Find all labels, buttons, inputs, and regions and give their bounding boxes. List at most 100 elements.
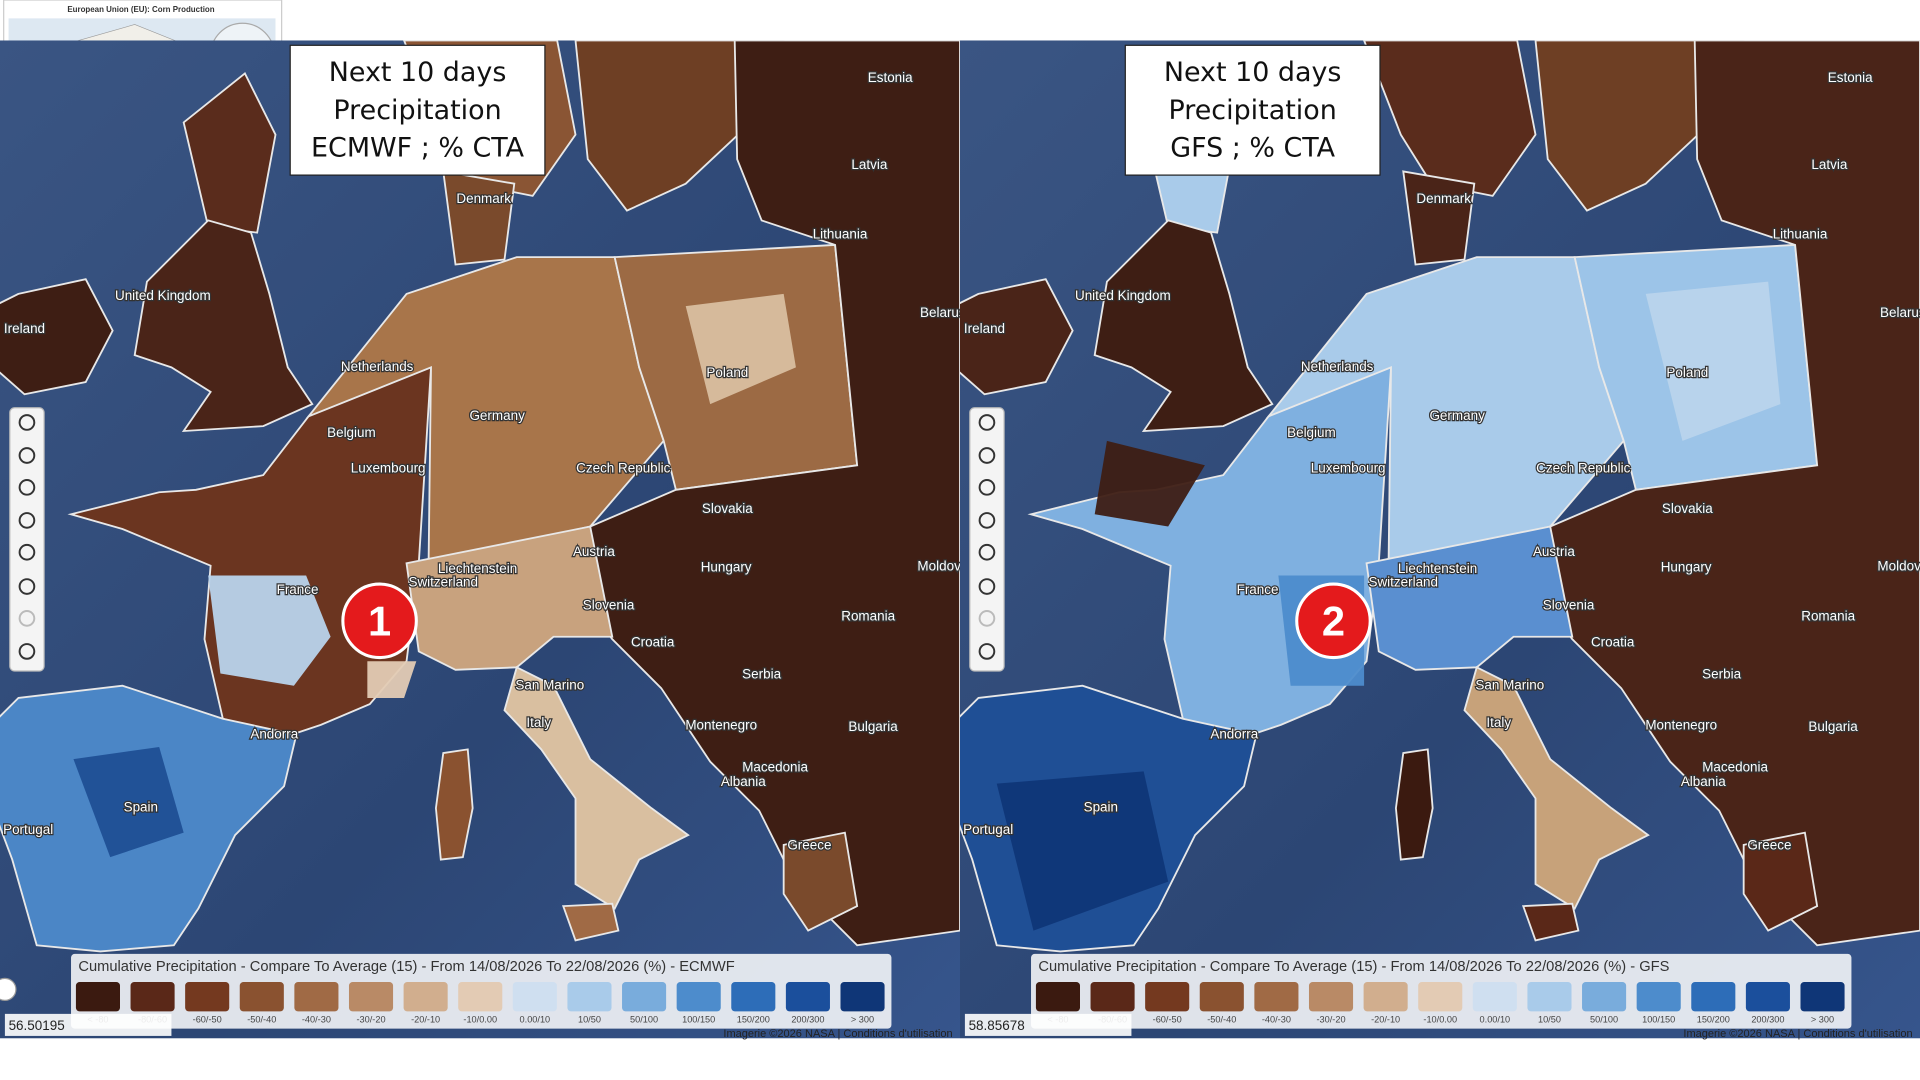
region xyxy=(574,40,785,212)
legend-label: 0.00/10 xyxy=(1480,1014,1511,1024)
country-label: Latvia xyxy=(851,157,887,172)
tool-icon[interactable] xyxy=(18,610,36,627)
legend-swatch xyxy=(676,982,721,1012)
legend-label: -60/-50 xyxy=(193,1014,222,1024)
tool-icon[interactable] xyxy=(18,543,36,561)
country-label: Hungary xyxy=(701,560,752,575)
title-line: ECMWF ; % CTA xyxy=(311,133,525,164)
legend-label: 100/150 xyxy=(1642,1014,1675,1024)
badge xyxy=(1295,582,1372,660)
tool-icon[interactable] xyxy=(18,512,36,529)
collapse-button[interactable] xyxy=(0,977,17,1002)
badge-number: 2 xyxy=(1322,598,1345,645)
country-label: Montenegro xyxy=(685,718,757,733)
legend-label: -20/-10 xyxy=(411,1014,440,1024)
country-label: Liechtenstein xyxy=(1398,561,1477,576)
tool-icon[interactable] xyxy=(978,414,996,431)
country-label: Portugal xyxy=(963,822,1013,837)
country-label: Denmark xyxy=(1416,191,1471,206)
legend-swatch xyxy=(294,982,339,1012)
legend-swatch xyxy=(403,982,448,1012)
toolbar xyxy=(969,407,1005,672)
legend-swatch xyxy=(622,982,667,1012)
country-label: Poland xyxy=(1666,365,1708,380)
title-box xyxy=(1124,44,1381,176)
country-label: Spain xyxy=(1084,800,1118,815)
country-label: Bulgaria xyxy=(1808,719,1858,734)
title-line: Next 10 days xyxy=(329,57,507,88)
region-patch xyxy=(996,771,1169,931)
legend-swatch xyxy=(348,982,394,1012)
country-label: Montenegro xyxy=(1645,718,1717,733)
legend-swatch xyxy=(1418,982,1463,1012)
legend-title: Cumulative Precipitation - Compare To Av… xyxy=(78,959,734,975)
tool-icon[interactable] xyxy=(978,479,996,496)
legend-label: 150/200 xyxy=(1697,1014,1730,1024)
legend-swatch xyxy=(1145,982,1190,1012)
tool-icon[interactable] xyxy=(18,447,36,464)
tool-icon[interactable] xyxy=(18,643,36,660)
tool-icon[interactable] xyxy=(18,578,36,595)
title-line: Precipitation xyxy=(333,95,501,126)
tool-icon[interactable] xyxy=(18,414,36,431)
country-label: Germany xyxy=(469,408,525,423)
tool-icon[interactable] xyxy=(978,643,996,660)
tool-icon[interactable] xyxy=(978,543,996,561)
country-label: Macedonia xyxy=(742,759,808,774)
country-label: Ireland xyxy=(4,321,45,336)
region xyxy=(434,748,474,861)
country-label: Poland xyxy=(706,365,748,380)
title-line: GFS ; % CTA xyxy=(1170,133,1335,164)
inset-title: European Union (EU): Corn Production xyxy=(67,5,214,14)
tool-icon[interactable] xyxy=(978,578,996,595)
country-label: Croatia xyxy=(1591,634,1635,649)
badge xyxy=(341,582,418,660)
country-label: Estonia xyxy=(1828,70,1873,85)
country-label: Denmark xyxy=(456,191,511,206)
country-label: United Kingdom xyxy=(115,288,211,303)
map-panel: Estonia Latvia Lithuania Denmark United King… xyxy=(960,40,1920,1040)
country-label: France xyxy=(1237,582,1279,597)
toolbar xyxy=(9,407,45,672)
country-label: Hungary xyxy=(1661,560,1712,575)
map: Estonia Latvia Lithuania Denmark United King… xyxy=(960,40,1920,1039)
country-label: Lithuania xyxy=(813,227,868,242)
legend-label: -30/-20 xyxy=(356,1014,385,1024)
country-label: Ireland xyxy=(964,321,1005,336)
country-label: Netherlands xyxy=(1301,359,1374,374)
legend-swatch xyxy=(1472,982,1517,1012)
tool-icon[interactable] xyxy=(978,447,996,464)
legend-label: -10/0.00 xyxy=(463,1014,497,1024)
region xyxy=(1534,40,1920,947)
region xyxy=(561,902,620,942)
country-label: Albania xyxy=(721,774,766,789)
tool-icon[interactable] xyxy=(18,479,36,496)
region xyxy=(1463,666,1650,910)
country-label: Greece xyxy=(1747,838,1791,853)
tool-icon[interactable] xyxy=(978,610,996,627)
legend-label: -30/-20 xyxy=(1316,1014,1345,1024)
country-label: Moldova xyxy=(1877,559,1920,574)
legend-label: -60/-50 xyxy=(1153,1014,1182,1024)
legend-swatch xyxy=(1363,982,1408,1012)
country-label: Slovenia xyxy=(1543,598,1595,613)
country-label: Croatia xyxy=(631,634,675,649)
legend-label: 100/150 xyxy=(682,1014,715,1024)
region xyxy=(960,278,1074,396)
country-label: Romania xyxy=(1801,609,1855,624)
legend-swatch xyxy=(731,982,776,1012)
region xyxy=(782,831,859,932)
legend-swatch xyxy=(567,982,612,1012)
region xyxy=(1093,219,1274,433)
map: Estonia Latvia Lithuania Denmark United King… xyxy=(0,40,960,1039)
coordinate-box xyxy=(964,1013,1132,1036)
tool-icon[interactable] xyxy=(978,512,996,529)
country-label: Austria xyxy=(573,544,615,559)
country-label: Italy xyxy=(1486,715,1511,730)
legend-swatch xyxy=(1800,982,1845,1012)
legend-swatch xyxy=(75,982,120,1012)
legend-label: -20/-10 xyxy=(1371,1014,1400,1024)
legend-label: 200/300 xyxy=(791,1014,824,1024)
region xyxy=(182,72,277,234)
